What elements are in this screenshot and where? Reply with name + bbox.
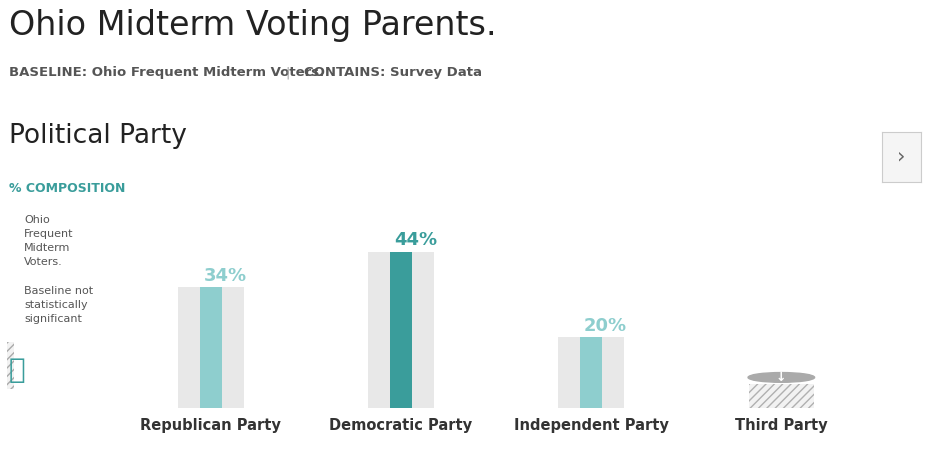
Text: Third Party: Third Party xyxy=(735,418,827,433)
Bar xyxy=(390,252,412,408)
Text: Ohio Midterm Voting Parents.: Ohio Midterm Voting Parents. xyxy=(9,9,497,42)
Text: Republican Party: Republican Party xyxy=(140,418,281,433)
Bar xyxy=(178,287,243,408)
Text: Political Party: Political Party xyxy=(9,123,187,149)
Text: ›: › xyxy=(898,147,905,167)
Text: 44%: 44% xyxy=(394,231,437,249)
Text: Independent Party: Independent Party xyxy=(514,418,668,433)
Bar xyxy=(749,384,814,408)
Text: 34%: 34% xyxy=(204,267,247,285)
Text: ↓: ↓ xyxy=(776,371,786,384)
Text: Baseline not
statistically
significant: Baseline not statistically significant xyxy=(24,286,94,324)
Circle shape xyxy=(748,372,814,382)
Text: CONTAINS: Survey Data: CONTAINS: Survey Data xyxy=(304,66,482,79)
Text: Ohio
Frequent
Midterm
Voters.: Ohio Frequent Midterm Voters. xyxy=(24,215,74,267)
Bar xyxy=(559,337,624,408)
Text: 20%: 20% xyxy=(584,317,627,335)
Text: Democratic Party: Democratic Party xyxy=(329,418,473,433)
Bar xyxy=(200,287,222,408)
Text: BASELINE: Ohio Frequent Midterm Voters.: BASELINE: Ohio Frequent Midterm Voters. xyxy=(9,66,325,79)
Bar xyxy=(368,252,433,408)
Text: |: | xyxy=(285,66,290,79)
Text: % COMPOSITION: % COMPOSITION xyxy=(9,182,125,195)
Bar xyxy=(580,337,602,408)
Text: 🏛: 🏛 xyxy=(8,356,25,384)
